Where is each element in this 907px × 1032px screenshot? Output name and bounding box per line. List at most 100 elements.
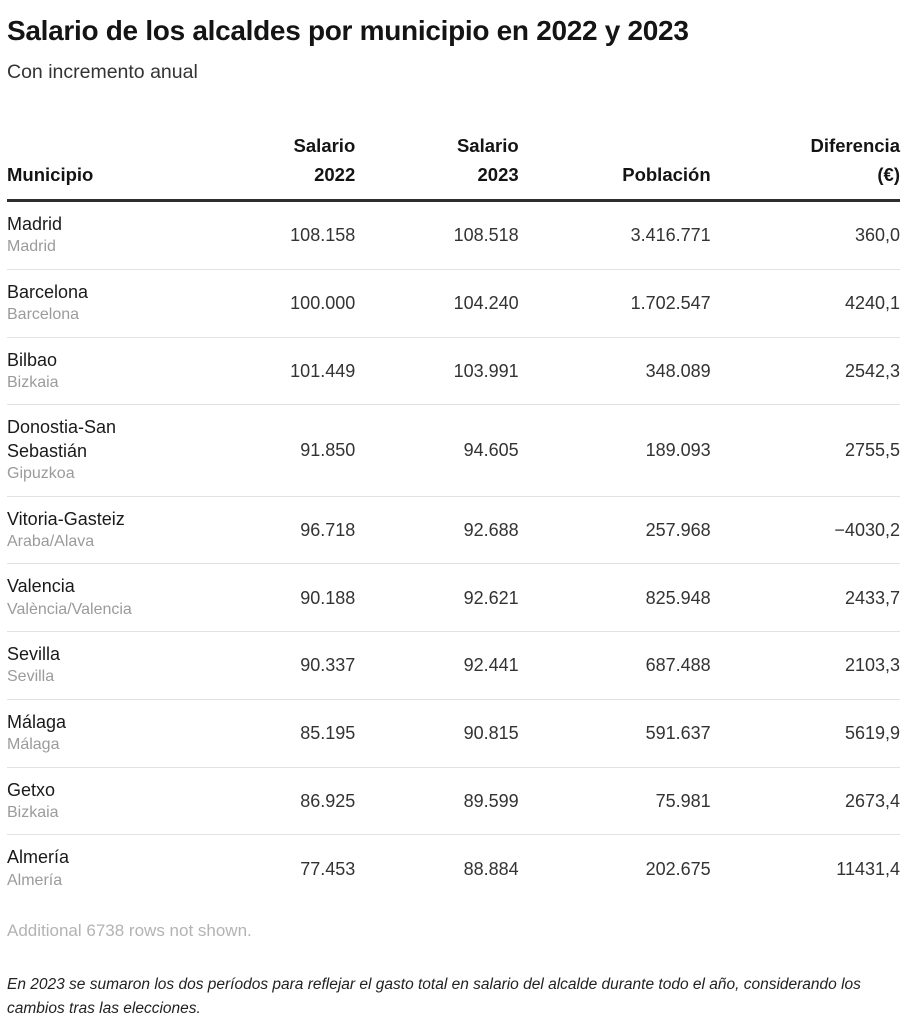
municipio-name: Málaga — [7, 711, 67, 732]
table-row: Vitoria-Gasteiz Araba/Alava 96.718 92.688 25… — [7, 495, 900, 564]
poblacion-value: 687.488 — [518, 631, 711, 700]
municipio-name: Sevilla — [7, 644, 61, 665]
municipio-cell: Sevilla Sevilla — [7, 631, 177, 700]
column-header-line: Salario — [293, 134, 356, 156]
diferencia-value: 2673,4 — [710, 766, 900, 835]
column-header-line: 2023 — [477, 163, 519, 185]
municipio-name: Bilbao — [7, 349, 58, 370]
salario-2023-value: 108.518 — [453, 225, 519, 246]
salario-2022-value: 77.453 — [176, 834, 356, 903]
salario-2023-value: 104.240 — [355, 268, 519, 338]
column-header-diferencia: Diferencia (€) — [710, 130, 900, 203]
column-header-line: Salario — [456, 134, 519, 156]
municipio-region: Sevilla — [7, 668, 55, 686]
municipio-cell: Bilbao Bizkaia — [7, 336, 177, 405]
table-body: Madrid Madrid 108.158 108.518 3.416.771 360,0… — [7, 201, 900, 903]
salario-2022-value: 90.337 — [176, 631, 356, 700]
municipio-name: Almería — [7, 847, 70, 868]
municipio-region: Bizkaia — [7, 373, 59, 391]
poblacion-value: 591.637 — [518, 698, 711, 768]
municipio-region: Almería — [7, 871, 63, 889]
diferencia-value: −4030,2 — [710, 495, 900, 564]
salario-2022-value: 100.000 — [176, 268, 356, 338]
column-header-salario-2023: Salario 2023 — [355, 130, 519, 203]
municipio-name: Valencia — [7, 576, 75, 597]
column-header-line: Diferencia — [810, 134, 900, 156]
salario-2023-value: 103.991 — [355, 336, 519, 405]
poblacion-value: 1.702.547 — [518, 268, 711, 338]
table-row: Donostia-San Sebastián Gipuzkoa 91.850 94.6… — [7, 404, 900, 497]
salario-2023-value: 90.815 — [355, 698, 519, 768]
municipio-cell: Madrid Madrid — [7, 201, 177, 270]
poblacion-value: 75.981 — [518, 766, 711, 835]
poblacion-value: 3.416.771 — [630, 225, 711, 246]
column-header-line: Población — [622, 163, 711, 185]
poblacion-value: 257.968 — [518, 495, 711, 564]
salario-2023-value: 89.599 — [355, 766, 519, 835]
salario-2023-value: 92.688 — [355, 495, 519, 564]
poblacion-value: 189.093 — [518, 404, 711, 497]
municipio-name: Madrid — [7, 214, 63, 235]
municipio-region: València/Valencia — [7, 600, 132, 618]
table-row: Barcelona Barcelona 100.000 104.240 1.702.54… — [7, 268, 900, 338]
salario-2022-value: 86.925 — [176, 766, 356, 835]
salario-2023-value: 92.441 — [355, 631, 519, 700]
municipio-cell: Barcelona Barcelona — [7, 268, 177, 338]
municipio-name: Getxo — [7, 779, 56, 800]
table-row: Getxo Bizkaia 86.925 89.599 75.981 2673,4 — [7, 766, 900, 835]
municipio-name: Vitoria-Gasteiz — [7, 508, 125, 529]
column-header-poblacion: Población — [518, 130, 711, 203]
column-header-line: (€) — [877, 163, 900, 185]
municipio-name: Donostia-San Sebastián — [7, 417, 117, 461]
salario-2022-value: 96.718 — [176, 495, 356, 564]
municipio-cell: Valencia València/Valencia — [7, 563, 177, 632]
municipio-region: Málaga — [7, 736, 60, 754]
municipio-cell: Almería Almería — [7, 834, 177, 903]
diferencia-value: 2103,3 — [710, 631, 900, 700]
column-header-municipio: Municipio — [7, 130, 177, 203]
salario-2023-value: 94.605 — [355, 404, 519, 497]
salario-2022-value: 90.188 — [176, 563, 356, 632]
mayor-salary-table: Municipio Salario 2022 Salario 2023 Población… — [7, 130, 900, 903]
diferencia-value: 11431,4 — [710, 834, 900, 903]
table-row: Sevilla Sevilla 90.337 92.441 687.488 2103,3 — [7, 631, 900, 700]
municipio-cell: Vitoria-Gasteiz Araba/Alava — [7, 495, 177, 564]
poblacion-value: 825.948 — [518, 563, 711, 632]
municipio-region: Araba/Alava — [7, 532, 95, 550]
column-header-line: Municipio — [7, 163, 94, 185]
municipio-region: Barcelona — [7, 306, 80, 324]
poblacion-value: 202.675 — [518, 834, 711, 903]
table-footnote: En 2023 se sumaron los dos períodos para… — [7, 976, 861, 1017]
municipio-cell: Málaga Málaga — [7, 698, 177, 768]
diferencia-value: 2755,5 — [710, 404, 900, 497]
municipio-name: Barcelona — [7, 281, 89, 302]
table-header-row: Municipio Salario 2022 Salario 2023 Población… — [7, 130, 900, 203]
page-subtitle: Con incremento anual — [7, 61, 198, 84]
municipio-region: Bizkaia — [7, 804, 59, 822]
diferencia-value: 2433,7 — [710, 563, 900, 632]
salario-2022-value: 108.158 — [290, 225, 356, 246]
column-header-line: 2022 — [314, 163, 356, 185]
table-row: Málaga Málaga 85.195 90.815 591.637 5619,9 — [7, 698, 900, 768]
municipio-cell: Getxo Bizkaia — [7, 766, 177, 835]
municipio-region: Gipuzkoa — [7, 465, 75, 483]
diferencia-value: 2542,3 — [710, 336, 900, 405]
salario-2022-value: 101.449 — [176, 336, 356, 405]
diferencia-value: 360,0 — [854, 225, 900, 246]
column-header-salario-2022: Salario 2022 — [176, 130, 356, 203]
municipio-region: Madrid — [7, 238, 56, 256]
table-row: Almería Almería 77.453 88.884 202.675 11431,4 — [7, 834, 900, 903]
salario-2023-value: 88.884 — [355, 834, 519, 903]
table-row: Valencia València/Valencia 90.188 92.621 825… — [7, 563, 900, 632]
salario-2022-value: 85.195 — [176, 698, 356, 768]
poblacion-value: 348.089 — [518, 336, 711, 405]
table-row: Madrid Madrid 108.158 108.518 3.416.771 360,0 — [7, 201, 900, 270]
diferencia-value: 5619,9 — [710, 698, 900, 768]
table-row: Bilbao Bizkaia 101.449 103.991 348.089 2542,3 — [7, 336, 900, 405]
municipio-cell: Donostia-San Sebastián Gipuzkoa — [7, 404, 177, 497]
page-title: Salario de los alcaldes por municipio en… — [7, 15, 689, 46]
truncation-note: Additional 6738 rows not shown. — [7, 921, 252, 941]
diferencia-value: 4240,1 — [710, 268, 900, 338]
salario-2022-value: 91.850 — [176, 404, 356, 497]
